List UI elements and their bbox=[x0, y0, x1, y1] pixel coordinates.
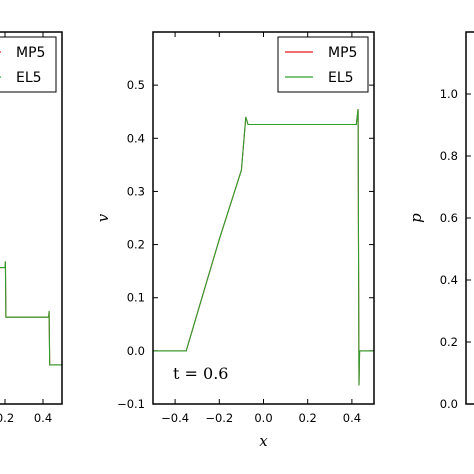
y-tick-label: 0.2 bbox=[127, 238, 145, 252]
x-tick-label: 0.4 bbox=[343, 411, 361, 425]
panel: −0.1 0.0 0.1 0.2 0.3 0.4 0.5 −0.4 −0.2 0.0 0.2 0.4 M… bbox=[94, 31, 375, 450]
panel: 0.0 0.2 0.4 0.6 0.8 1.0 p bbox=[407, 31, 474, 411]
x-axis-label: x bbox=[259, 432, 268, 450]
y-axis-label: v bbox=[94, 213, 112, 222]
x-tick-label: 0.2 bbox=[299, 411, 317, 425]
x-tick-label: −0.4 bbox=[161, 411, 189, 425]
y-tick-label: 0.5 bbox=[127, 78, 145, 92]
y-tick-label: 0.6 bbox=[440, 211, 458, 225]
axes-frame bbox=[465, 31, 474, 405]
y-tick-label: 0.3 bbox=[127, 184, 145, 198]
series-line bbox=[153, 109, 374, 386]
x-tick-label: −0.2 bbox=[205, 411, 233, 425]
y-tick-label: 0.8 bbox=[440, 149, 458, 163]
y-tick-label: −0.1 bbox=[117, 397, 145, 411]
panel: 0.2 0.4 MP5 EL5 bbox=[0, 31, 63, 425]
legend-label: MP5 bbox=[16, 45, 45, 61]
legend-box bbox=[277, 36, 369, 93]
y-tick-label: 0.4 bbox=[440, 273, 458, 287]
y-tick-label: 0.0 bbox=[127, 344, 145, 358]
annotation: t = 0.6 bbox=[173, 364, 228, 383]
y-tick-label: 0.0 bbox=[440, 397, 458, 411]
series-line bbox=[153, 109, 374, 386]
y-tick-label: 1.0 bbox=[440, 87, 458, 101]
y-tick-label: 0.2 bbox=[440, 335, 458, 349]
y-tick-label: 0.4 bbox=[127, 131, 145, 145]
series-line bbox=[0, 261, 62, 366]
x-tick-label: 0.4 bbox=[34, 411, 52, 425]
x-tick-label: 0.2 bbox=[0, 411, 14, 425]
y-tick-label: 0.1 bbox=[127, 291, 145, 305]
legend-box bbox=[0, 36, 57, 93]
series-line bbox=[0, 261, 62, 366]
legend-label: EL5 bbox=[328, 70, 354, 86]
x-tick-label: 0.0 bbox=[254, 411, 272, 425]
legend-label: EL5 bbox=[16, 70, 42, 86]
axes-frame bbox=[0, 31, 63, 405]
y-axis-label: p bbox=[407, 213, 425, 223]
legend-label: MP5 bbox=[328, 45, 357, 61]
axes-frame bbox=[152, 31, 375, 405]
